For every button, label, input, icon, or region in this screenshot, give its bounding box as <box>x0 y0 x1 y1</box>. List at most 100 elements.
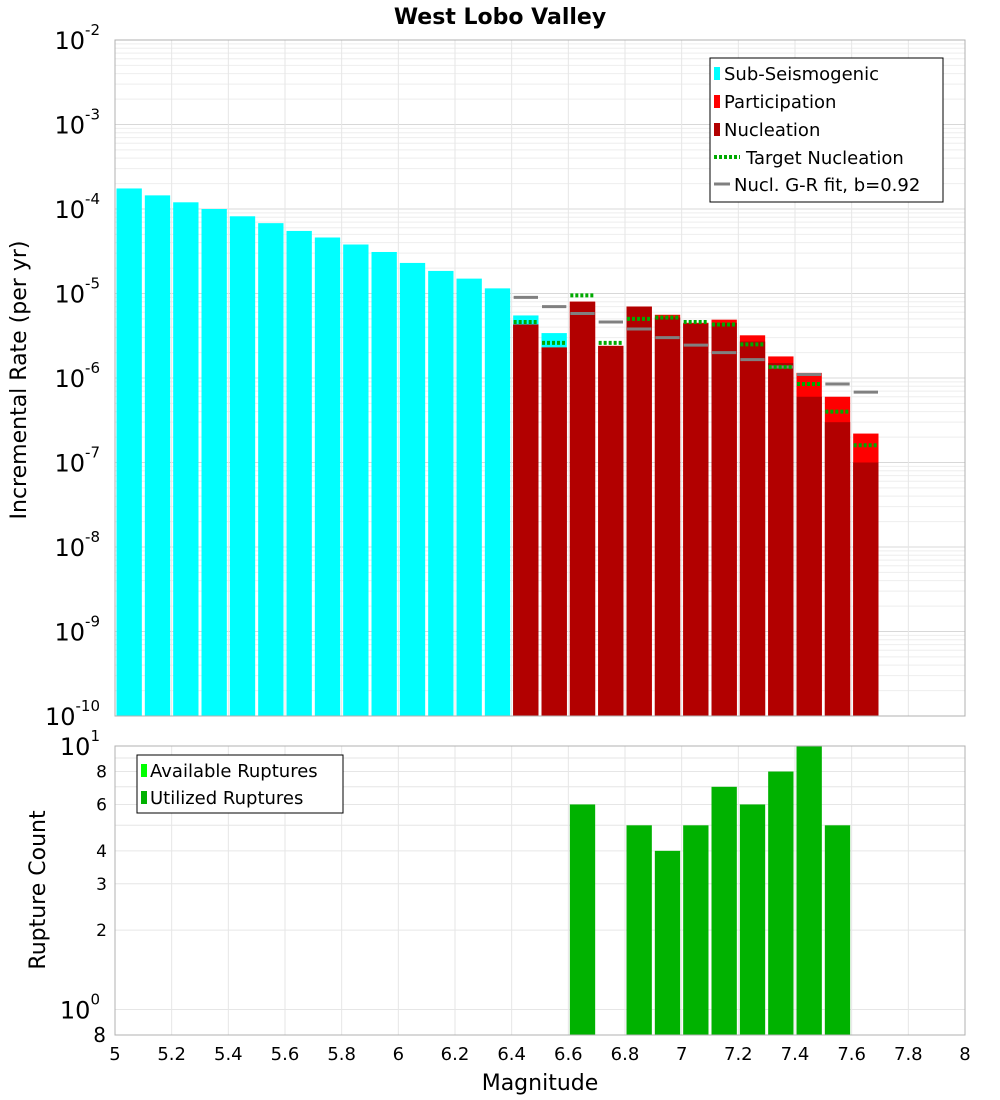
x-tick-label: 6.8 <box>611 1044 640 1065</box>
sub-seismogenic-bar <box>144 195 171 717</box>
nucleation-bar <box>626 306 652 716</box>
x-tick-label: 7.2 <box>724 1044 753 1065</box>
legend-label-gr-fit: Nucl. G-R fit, b=0.92 <box>734 175 920 196</box>
sub-seismogenic-bar <box>428 270 454 716</box>
utilized-ruptures-bar <box>796 746 822 1035</box>
top-y-axis-label: Incremental Rate (per yr) <box>7 241 32 520</box>
sub-seismogenic-bar <box>399 262 426 716</box>
x-tick-label: 7.6 <box>837 1044 866 1065</box>
nucleation-bar <box>598 345 624 716</box>
bottom-plot-frame <box>114 745 966 1036</box>
bottom-y-tick-label: 8 <box>96 763 107 783</box>
bottom-y-tick-label: 100 <box>60 990 100 1024</box>
nucleation-bar <box>711 322 737 716</box>
sub-seismogenic-bar <box>456 278 482 716</box>
nucleation-bar <box>796 396 822 716</box>
top-legend: Sub-Seismogenic Participation Nucleation… <box>709 57 944 203</box>
nucleation-bar <box>541 347 567 716</box>
top-y-tick-labels: 10-10 10-9 10-8 10-7 10-6 10-5 10-4 10-3 10-2 <box>45 21 100 731</box>
nucleation-bar <box>654 317 681 716</box>
sub-seismogenic-bar <box>484 288 511 716</box>
nucleation-bar <box>824 422 851 716</box>
nucleation-bar <box>683 323 709 716</box>
utilized-ruptures-bar <box>683 825 709 1035</box>
top-y-tick-label: 10-2 <box>54 21 100 55</box>
utilized-ruptures-bar <box>569 804 596 1035</box>
top-plot-frame <box>114 39 966 717</box>
utilized-ruptures-bar <box>626 825 652 1035</box>
sub-seismogenic-bar <box>371 251 397 717</box>
sub-seismogenic-bar <box>314 237 341 717</box>
sub-seismogenic-bar <box>343 244 369 716</box>
bottom-y-tick-label: 6 <box>96 795 107 815</box>
top-y-tick-label: 10-10 <box>45 697 100 731</box>
utilized-ruptures-bar <box>824 825 851 1035</box>
legend-swatch-nucleation <box>714 123 720 136</box>
x-tick-label: 7.4 <box>781 1044 810 1065</box>
legend-label-available-ruptures: Available Ruptures <box>150 761 318 782</box>
top-bars <box>116 188 879 717</box>
bottom-legend: Available Ruptures Utilized Ruptures <box>136 754 344 814</box>
sub-seismogenic-bar <box>229 216 256 717</box>
top-y-tick-label: 10-9 <box>54 613 100 647</box>
legend-swatch-utilized-ruptures <box>141 791 147 804</box>
legend-swatch-sub-seismogenic <box>714 67 720 80</box>
x-tick-label: 8 <box>959 1044 970 1065</box>
top-legend-box <box>709 57 944 203</box>
sub-seismogenic-bar <box>258 223 284 716</box>
sub-seismogenic-bar <box>173 202 199 716</box>
x-tick-label: 7.8 <box>894 1044 923 1065</box>
x-tick-label: 6.6 <box>554 1044 583 1065</box>
top-y-tick-label: 10-3 <box>54 106 100 140</box>
sub-seismogenic-bar <box>286 230 312 717</box>
x-tick-label: 6 <box>393 1044 404 1065</box>
legend-label-utilized-ruptures: Utilized Ruptures <box>150 788 303 809</box>
legend-swatch-participation <box>714 95 720 108</box>
x-tick-label: 6.4 <box>497 1044 526 1065</box>
x-tick-label: 5 <box>109 1044 120 1065</box>
nucleation-bar <box>768 363 794 716</box>
x-tick-labels: 5 5.2 5.4 5.6 5.8 6 6.2 6.4 6.6 6.8 7 7.2 7.4 7.6 7.8 8 <box>109 1044 970 1065</box>
top-y-tick-label: 10-6 <box>54 359 100 393</box>
legend-label-target-nucleation: Target Nucleation <box>745 148 904 169</box>
x-tick-label: 5.2 <box>157 1044 186 1065</box>
legend-label-participation: Participation <box>724 92 836 113</box>
x-tick-label: 7 <box>676 1044 687 1065</box>
utilized-ruptures-bar <box>768 771 794 1035</box>
top-y-tick-label: 10-5 <box>54 275 100 309</box>
nucleation-bar <box>513 324 539 716</box>
x-tick-label: 5.4 <box>214 1044 243 1065</box>
nucleation-bar <box>569 301 596 716</box>
nucleation-bar <box>853 462 879 716</box>
legend-label-nucleation: Nucleation <box>724 120 820 141</box>
x-tick-label: 5.6 <box>271 1044 300 1065</box>
bottom-legend-box <box>136 754 344 814</box>
bottom-y-tick-label: 2 <box>96 921 107 941</box>
bottom-y-axis-label: Rupture Count <box>26 810 51 970</box>
x-tick-label: 5.8 <box>327 1044 356 1065</box>
top-y-tick-label: 10-8 <box>54 528 100 562</box>
top-markers <box>513 293 878 448</box>
legend-swatch-available-ruptures <box>141 764 147 777</box>
sub-seismogenic-bar <box>201 209 227 716</box>
top-y-tick-label: 10-4 <box>54 190 100 224</box>
utilized-ruptures-bar <box>654 850 681 1035</box>
x-axis-label: Magnitude <box>482 1071 599 1096</box>
bottom-y-tick-label: 8 <box>93 1023 106 1047</box>
nucleation-bar <box>739 341 766 716</box>
top-grid <box>114 40 966 717</box>
bottom-y-tick-label: 3 <box>96 875 107 895</box>
chart-title: West Lobo Valley <box>394 5 606 30</box>
legend-label-sub-seismogenic: Sub-Seismogenic <box>724 64 879 85</box>
bottom-bars <box>569 746 851 1035</box>
top-y-tick-label: 10-7 <box>54 444 100 478</box>
top-plot: 10-10 10-9 10-8 10-7 10-6 10-5 10-4 10-3 10-2 In… <box>7 21 966 731</box>
bottom-y-tick-label: 101 <box>60 727 100 761</box>
utilized-ruptures-bar <box>711 786 737 1035</box>
x-tick-label: 6.2 <box>441 1044 470 1065</box>
utilized-ruptures-bar <box>739 804 766 1035</box>
sub-seismogenic-bar <box>116 188 142 717</box>
